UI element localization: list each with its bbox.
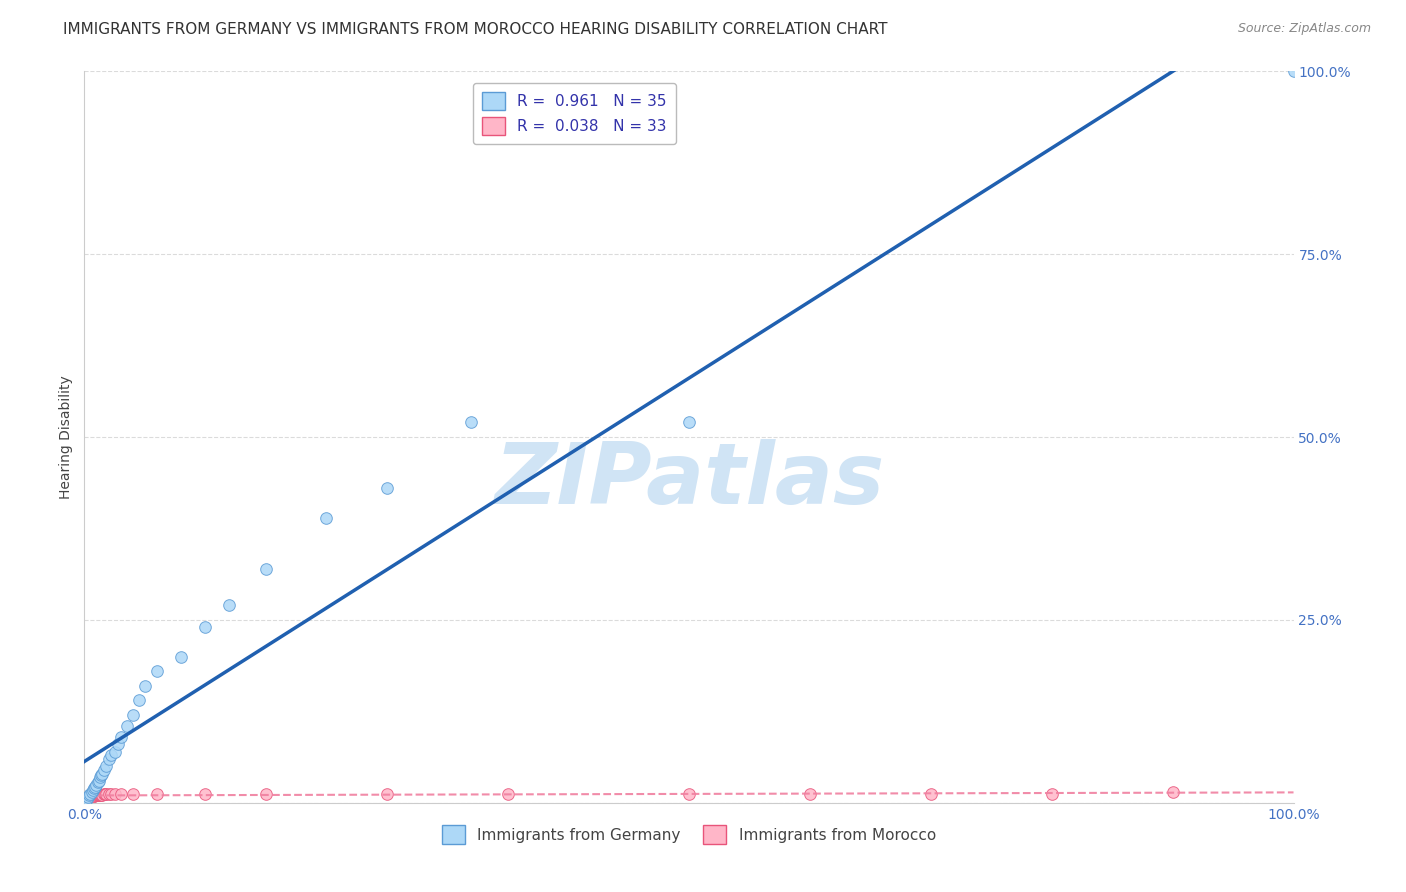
Point <box>1161 785 1184 799</box>
Point <box>107 737 129 751</box>
Point <box>75 792 97 806</box>
Point <box>460 416 482 430</box>
Point <box>91 788 114 802</box>
Point <box>86 789 108 803</box>
Point <box>89 770 111 784</box>
Point <box>110 730 132 744</box>
Point <box>76 791 98 805</box>
Point <box>218 599 240 613</box>
Point <box>799 787 821 801</box>
Point <box>146 787 169 801</box>
Point <box>146 664 169 678</box>
Point <box>94 787 117 801</box>
Point <box>80 789 103 804</box>
Point <box>79 787 101 801</box>
Point <box>89 788 111 802</box>
Point <box>94 759 117 773</box>
Point <box>1282 64 1305 78</box>
Point <box>375 787 398 801</box>
Point <box>84 780 107 794</box>
Point <box>496 787 519 801</box>
Point <box>121 787 143 801</box>
Point <box>100 787 122 801</box>
Point <box>115 719 138 733</box>
Point <box>254 562 277 576</box>
Point <box>94 787 117 801</box>
Point <box>76 792 98 806</box>
Point <box>678 787 700 801</box>
Point <box>194 787 217 801</box>
Point <box>104 787 127 801</box>
Point <box>86 789 108 803</box>
Point <box>121 708 143 723</box>
Point <box>315 510 337 524</box>
Point <box>93 787 115 801</box>
Point <box>91 766 114 780</box>
Point <box>86 778 108 792</box>
Text: Source: ZipAtlas.com: Source: ZipAtlas.com <box>1237 22 1371 36</box>
Text: IMMIGRANTS FROM GERMANY VS IMMIGRANTS FROM MOROCCO HEARING DISABILITY CORRELATIO: IMMIGRANTS FROM GERMANY VS IMMIGRANTS FR… <box>63 22 887 37</box>
Point <box>83 789 105 804</box>
Text: ZIPatlas: ZIPatlas <box>494 440 884 523</box>
Point <box>97 787 120 801</box>
Point <box>678 416 700 430</box>
Point <box>104 745 127 759</box>
Point <box>254 787 277 801</box>
Point <box>100 748 122 763</box>
Point <box>97 752 120 766</box>
Point <box>87 788 110 802</box>
Point <box>87 773 110 788</box>
Point <box>79 789 101 804</box>
Legend: Immigrants from Germany, Immigrants from Morocco: Immigrants from Germany, Immigrants from… <box>436 819 942 850</box>
Point <box>77 790 100 805</box>
Point <box>920 787 942 801</box>
Point <box>110 787 132 801</box>
Point <box>194 620 217 634</box>
Point <box>82 789 104 804</box>
Point <box>375 481 398 495</box>
Point <box>170 649 193 664</box>
Y-axis label: Hearing Disability: Hearing Disability <box>59 376 73 499</box>
Point <box>77 790 100 805</box>
Point <box>86 775 108 789</box>
Point <box>134 679 156 693</box>
Point <box>90 788 112 802</box>
Point <box>82 782 104 797</box>
Point <box>77 789 100 803</box>
Point <box>128 693 150 707</box>
Point <box>90 768 112 782</box>
Point <box>84 789 107 803</box>
Point <box>83 781 105 796</box>
Point <box>80 785 103 799</box>
Point <box>77 789 100 804</box>
Point <box>93 763 115 777</box>
Point <box>1040 787 1063 801</box>
